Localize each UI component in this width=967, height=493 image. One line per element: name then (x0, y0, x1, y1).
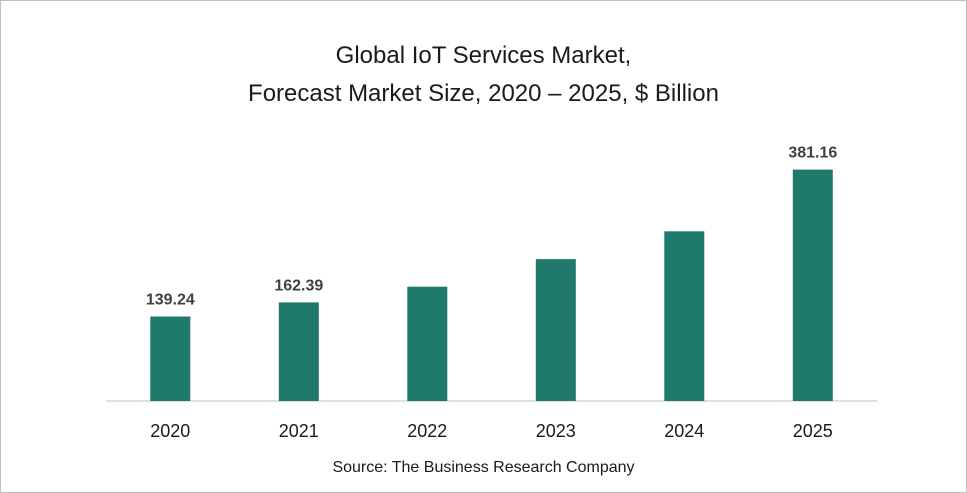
bar-2024 (664, 231, 705, 401)
source-note: Source: The Business Research Company (332, 459, 635, 476)
x-tick-label-2020: 2020 (150, 421, 190, 441)
data-label-2021: 162.39 (274, 277, 323, 294)
x-tick-label-2022: 2022 (407, 421, 447, 441)
x-tick-label-2025: 2025 (793, 421, 833, 441)
x-tick-label-2021: 2021 (279, 421, 319, 441)
data-label-2020: 139.24 (146, 292, 195, 309)
bar-2022 (407, 286, 448, 401)
chart-title-line-1: Global IoT Services Market, (335, 42, 632, 69)
bar-2021 (278, 302, 319, 401)
data-label-2025: 381.16 (788, 145, 837, 162)
x-tick-label-2023: 2023 (536, 421, 576, 441)
x-tick-label-2024: 2024 (664, 421, 704, 441)
bar-2025 (792, 169, 833, 401)
bar-2020 (150, 316, 191, 401)
bar-2023 (535, 259, 576, 401)
chart-title-line-2: Forecast Market Size, 2020 – 2025, $ Bil… (248, 80, 719, 107)
